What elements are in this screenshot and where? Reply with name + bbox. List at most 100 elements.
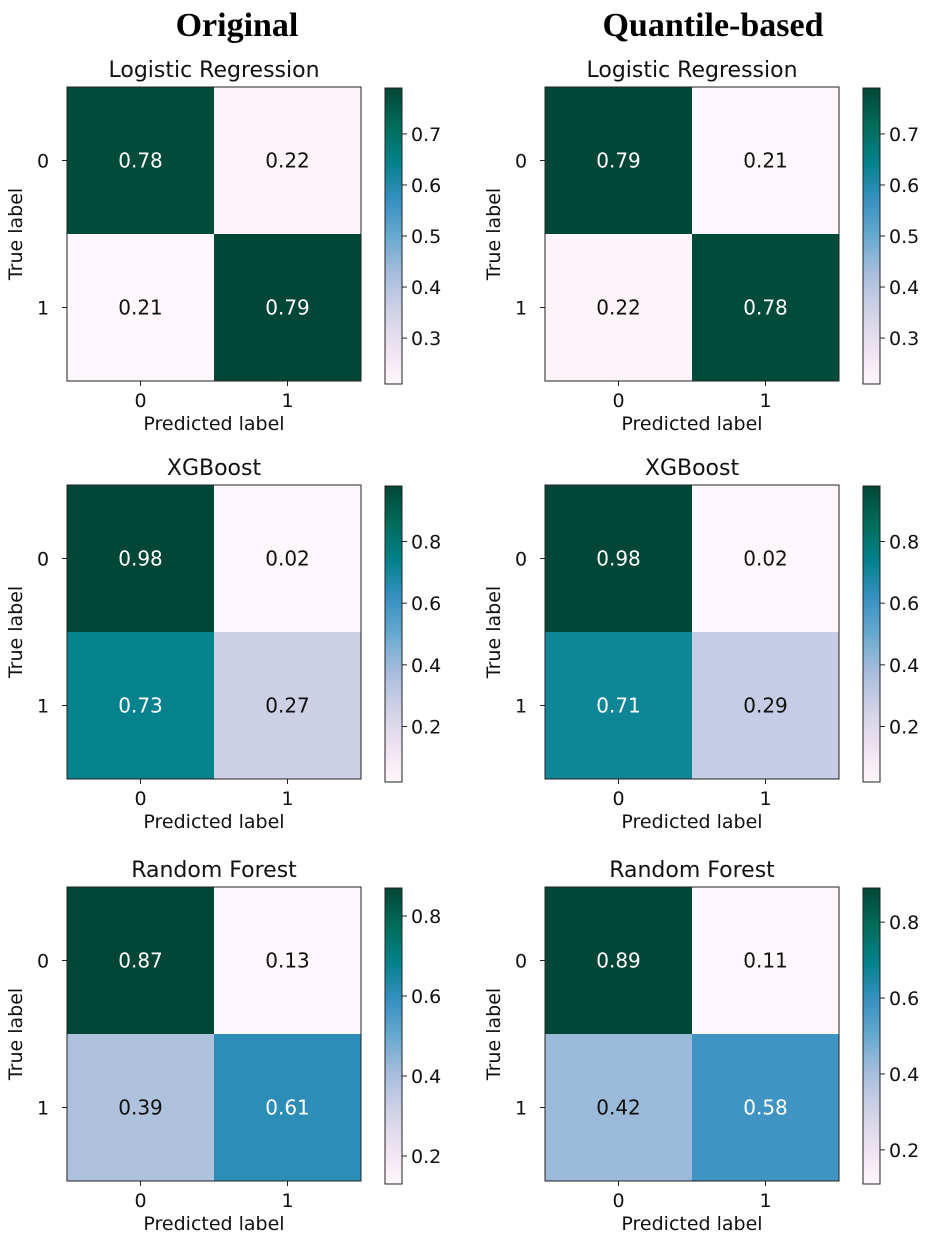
x-tick-label: 1 xyxy=(759,1190,771,1212)
panel-title: XGBoost xyxy=(167,456,262,481)
colorbar-tick-label: 0.2 xyxy=(889,717,919,739)
x-tick-label: 0 xyxy=(612,788,624,810)
colorbar xyxy=(862,485,881,783)
colorbar-tick-label: 0.8 xyxy=(889,532,919,554)
colorbar xyxy=(384,87,403,385)
panel-title: Logistic Regression xyxy=(108,58,319,83)
x-tick-label: 0 xyxy=(134,788,146,810)
x-tick-label: 1 xyxy=(281,390,293,412)
y-tick-label: 0 xyxy=(515,151,527,173)
colorbar-tick-label: 0.7 xyxy=(411,124,441,146)
cell-value-label: 0.78 xyxy=(118,149,163,173)
y-tick-label: 0 xyxy=(515,549,527,571)
cell-value-label: 0.21 xyxy=(118,296,163,320)
y-tick-label: 1 xyxy=(515,1098,527,1120)
heatmap-cell xyxy=(214,485,361,632)
y-tick-label: 0 xyxy=(37,151,49,173)
colorbar-tick-label: 0.6 xyxy=(411,986,441,1008)
cell-value-label: 0.02 xyxy=(743,547,788,571)
colorbar-tick-label: 0.4 xyxy=(411,277,441,299)
colorbar-tick-label: 0.2 xyxy=(889,1140,919,1162)
panel-title: XGBoost xyxy=(645,456,740,481)
cell-value-label: 0.58 xyxy=(743,1096,788,1120)
cell-value-label: 0.78 xyxy=(743,296,788,320)
matrix-frame xyxy=(66,484,362,780)
x-axis-label: Predicted label xyxy=(143,1213,284,1235)
heatmap-cell xyxy=(545,485,692,632)
colorbar-tick-label: 0.3 xyxy=(411,328,441,350)
cell-value-label: 0.02 xyxy=(265,547,310,571)
heatmap-cell xyxy=(545,234,692,381)
y-axis-label: True label xyxy=(483,586,505,679)
cell-value-label: 0.98 xyxy=(118,547,163,571)
column-header-quantile-based: Quantile-based xyxy=(602,7,823,44)
x-tick-label: 0 xyxy=(612,390,624,412)
matrix-frame xyxy=(544,86,840,382)
x-axis-label: Predicted label xyxy=(143,811,284,833)
colorbar xyxy=(862,887,881,1185)
colorbar-tick-label: 0.5 xyxy=(889,226,919,248)
y-tick-label: 0 xyxy=(515,951,527,973)
cell-value-label: 0.73 xyxy=(118,694,163,718)
colorbar-tick-label: 0.4 xyxy=(411,655,441,677)
cell-value-label: 0.98 xyxy=(596,547,641,571)
cell-value-label: 0.71 xyxy=(596,694,641,718)
heatmap-cell xyxy=(214,234,361,381)
matrix-frame xyxy=(66,86,362,382)
y-tick-label: 1 xyxy=(37,298,49,320)
y-axis-label: True label xyxy=(5,988,27,1081)
colorbar-tick-label: 0.8 xyxy=(411,532,441,554)
heatmap-cell xyxy=(692,485,839,632)
x-tick-label: 0 xyxy=(134,390,146,412)
colorbar-tick-label: 0.8 xyxy=(889,912,919,934)
cell-value-label: 0.39 xyxy=(118,1096,163,1120)
x-tick-label: 1 xyxy=(281,1190,293,1212)
heatmap-cell xyxy=(214,887,361,1034)
y-tick-label: 1 xyxy=(515,298,527,320)
colorbar-tick-label: 0.7 xyxy=(889,124,919,146)
x-tick-label: 1 xyxy=(759,788,771,810)
heatmap-cell xyxy=(545,887,692,1034)
x-tick-label: 1 xyxy=(281,788,293,810)
heatmap-cell xyxy=(67,632,214,779)
panel-title: Random Forest xyxy=(131,858,297,883)
x-axis-label: Predicted label xyxy=(621,1213,762,1235)
cell-value-label: 0.79 xyxy=(596,149,641,173)
heatmap-cell xyxy=(67,485,214,632)
column-header-original: Original xyxy=(176,7,299,44)
heatmap-cell xyxy=(692,887,839,1034)
cell-value-label: 0.89 xyxy=(596,949,641,973)
colorbar-tick-label: 0.5 xyxy=(411,226,441,248)
cell-value-label: 0.61 xyxy=(265,1096,310,1120)
x-axis-label: Predicted label xyxy=(621,413,762,435)
y-tick-label: 0 xyxy=(37,951,49,973)
heatmap-cell xyxy=(67,234,214,381)
cell-value-label: 0.22 xyxy=(596,296,641,320)
heatmap-cell xyxy=(214,87,361,234)
colorbar-tick-label: 0.6 xyxy=(411,175,441,197)
heatmap-cell xyxy=(545,87,692,234)
cell-value-label: 0.27 xyxy=(265,694,310,718)
cell-value-label: 0.21 xyxy=(743,149,788,173)
heatmap-cell xyxy=(692,632,839,779)
heatmap-cell xyxy=(214,1034,361,1181)
panel-title: Random Forest xyxy=(609,858,775,883)
y-axis-label: True label xyxy=(483,988,505,1081)
matrix-frame xyxy=(66,886,362,1182)
colorbar-tick-label: 0.4 xyxy=(889,655,919,677)
matrix-frame xyxy=(544,886,840,1182)
heatmap-cell xyxy=(67,887,214,1034)
cell-value-label: 0.29 xyxy=(743,694,788,718)
heatmap-cell xyxy=(692,1034,839,1181)
colorbar xyxy=(384,887,403,1185)
y-tick-label: 1 xyxy=(37,696,49,718)
y-tick-label: 0 xyxy=(37,549,49,571)
heatmap-cell xyxy=(214,632,361,779)
x-tick-label: 0 xyxy=(134,1190,146,1212)
panel-title: Logistic Regression xyxy=(586,58,797,83)
